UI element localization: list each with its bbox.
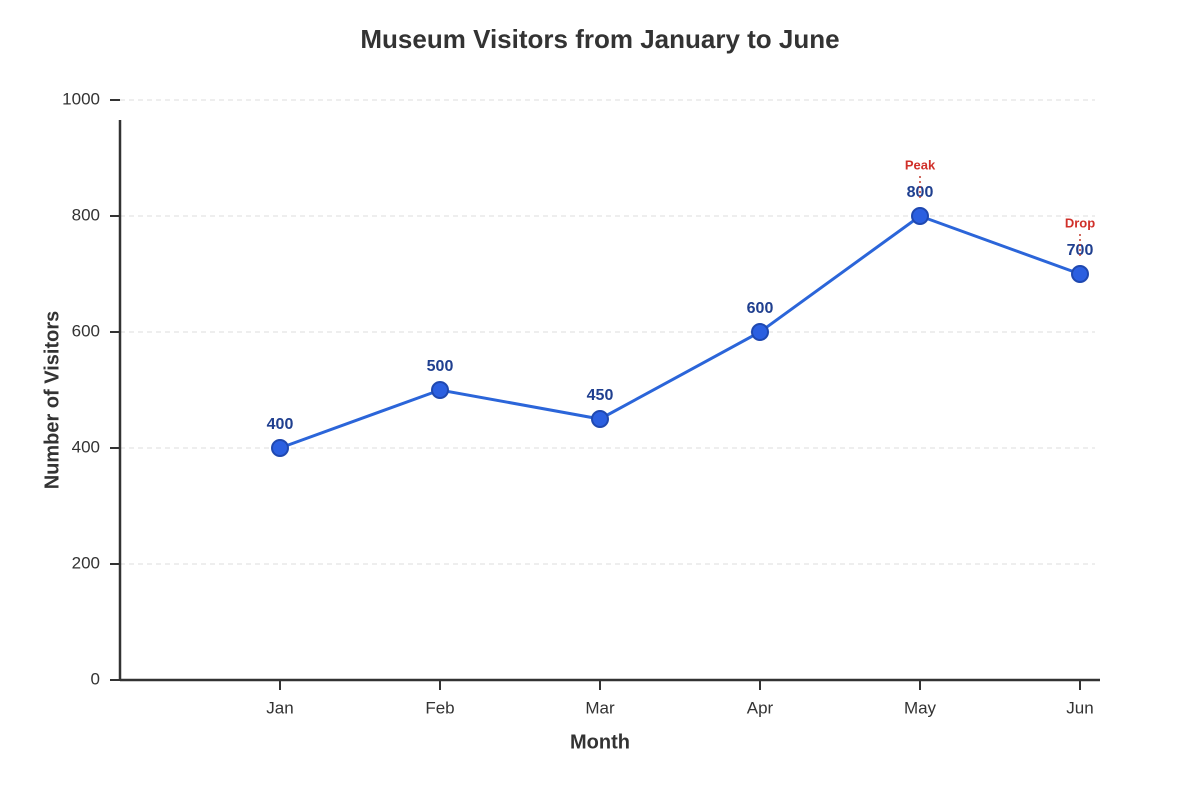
x-axis-label: Month: [570, 731, 630, 753]
data-label: 400: [267, 416, 294, 433]
y-tick-label: 600: [72, 321, 100, 340]
y-tick-label: 1000: [62, 89, 100, 108]
x-tick-label: May: [904, 698, 937, 717]
y-tick-label: 0: [91, 669, 100, 688]
data-point: [751, 323, 769, 341]
annotation: Peak: [905, 157, 936, 172]
data-point: [271, 439, 289, 457]
x-tick-label: Apr: [747, 698, 774, 717]
annotation: Drop: [1065, 215, 1095, 230]
chart-title: Museum Visitors from January to June: [360, 24, 839, 54]
y-axis-label: Number of Visitors: [41, 311, 63, 490]
data-label: 450: [587, 387, 614, 404]
y-tick-label: 200: [72, 553, 100, 572]
data-line: [279, 214, 1081, 450]
data-label: 600: [747, 300, 774, 317]
x-tick-label: Jan: [266, 698, 293, 717]
x-tick-label: Feb: [425, 698, 454, 717]
data-point: [911, 207, 929, 225]
data-label: 500: [427, 358, 454, 375]
y-tick-label: 800: [72, 205, 100, 224]
data-point: [431, 381, 449, 399]
y-tick-label: 400: [72, 437, 100, 456]
data-point: [1071, 265, 1089, 283]
data-point: [591, 410, 609, 428]
x-tick-label: Mar: [585, 698, 615, 717]
x-tick-label: Jun: [1066, 698, 1093, 717]
